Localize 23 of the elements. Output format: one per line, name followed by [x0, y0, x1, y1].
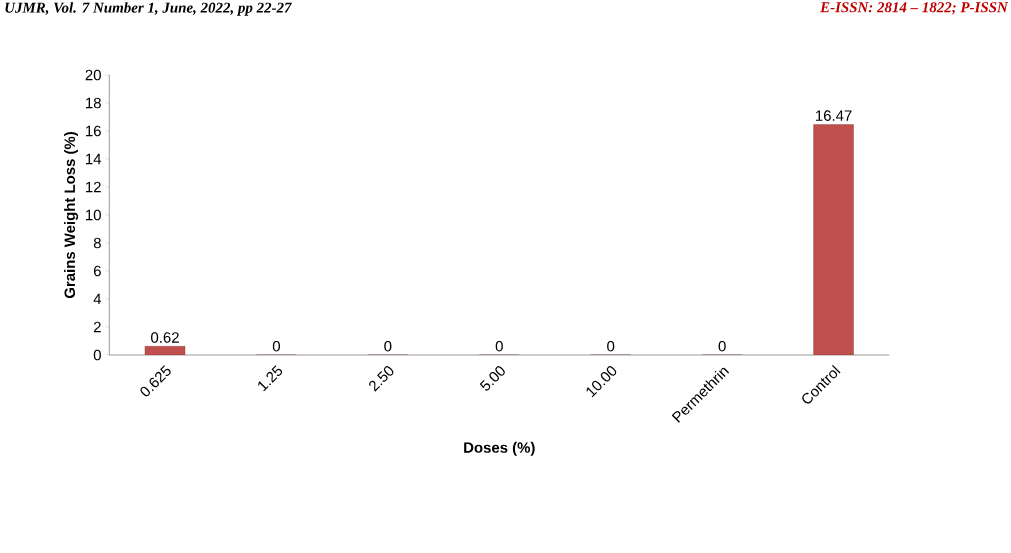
data-label: 0.62 — [151, 332, 179, 343]
data-label: 0 — [718, 340, 726, 352]
y-tick-label: 16 — [86, 125, 101, 137]
y-tick-label: 4 — [93, 293, 102, 305]
x-tick-label: 5.00 — [479, 366, 505, 391]
y-tick-label: 8 — [93, 237, 101, 249]
text: E-ISSN: 2814 – 1822; P-ISSN — [820, 2, 1009, 15]
y-tick-label: 18 — [86, 97, 101, 109]
y-tick-label: 10 — [86, 209, 101, 221]
y-tick-label: 6 — [93, 265, 101, 277]
y-axis-title: Grains Weight Loss (%) — [64, 132, 79, 299]
data-label: 16.47 — [816, 110, 852, 121]
data-label: 0 — [384, 340, 392, 352]
y-tick-label: 14 — [86, 153, 102, 165]
data-label: 0 — [495, 340, 503, 352]
data-label: 0 — [272, 340, 280, 352]
text: UJMR, Vol. 7 Number 1, June, 2022, pp 22-27 — [5, 2, 292, 16]
x-axis-title: Doses (%) — [464, 441, 535, 456]
y-tick-label: 12 — [86, 181, 101, 193]
y-tick-label: 0 — [93, 349, 101, 361]
y-tick-label: 2 — [93, 321, 101, 333]
y-tick-label: 20 — [85, 69, 101, 81]
data-label: 0 — [607, 340, 615, 352]
